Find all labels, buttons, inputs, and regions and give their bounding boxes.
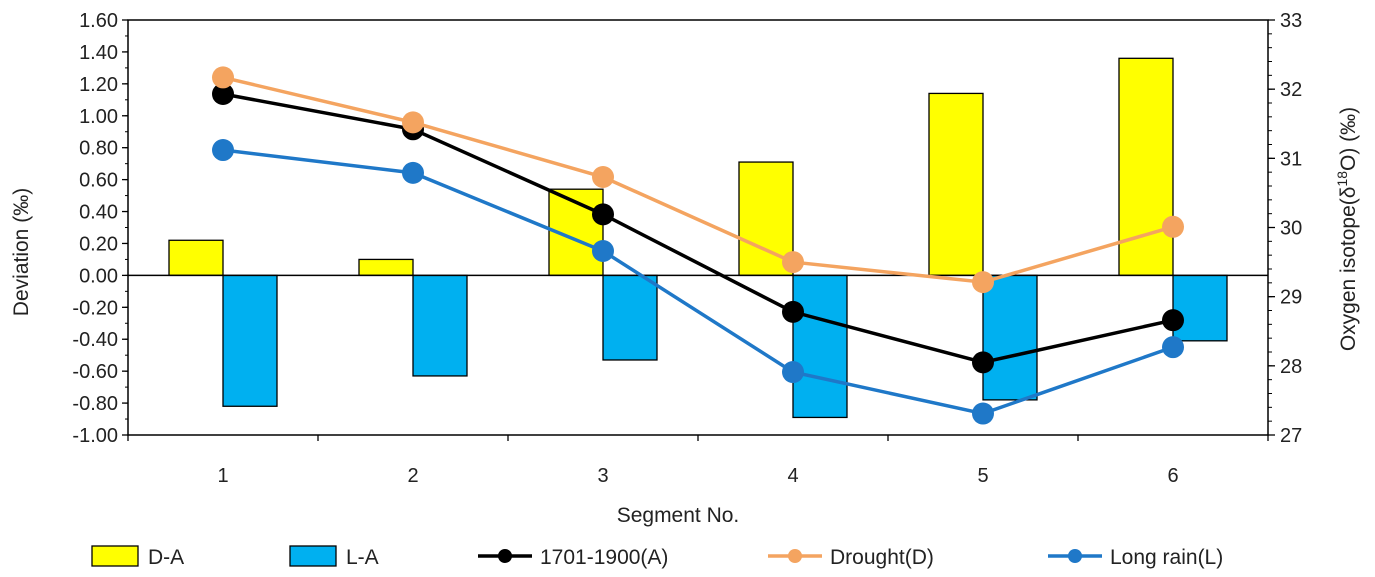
- left-tick-label: 1.40: [79, 42, 118, 64]
- point-long-rain-l--2: [402, 161, 424, 184]
- left-tick-label: -0.60: [72, 361, 118, 383]
- x-axis-title: Segment No.: [617, 504, 740, 527]
- left-tick-label: -0.80: [72, 393, 118, 415]
- point-1701-1900-a--5: [972, 351, 994, 374]
- point-long-rain-l--3: [592, 240, 614, 263]
- point-long-rain-l--6: [1162, 336, 1184, 359]
- left-tick-label: 0.60: [79, 170, 118, 192]
- right-axis-title-superscript: 18: [1334, 171, 1350, 187]
- point-drought-d--1: [212, 66, 234, 89]
- left-tick-label: -0.40: [72, 329, 118, 351]
- left-axis-title: Deviation (‰): [10, 188, 33, 316]
- axes-layer: -1.00 -0.80 -0.60 -0.40 -0.20 0.00 0.20 0.40 0.6…: [72, 10, 1302, 487]
- point-drought-d--2: [402, 111, 424, 134]
- left-tick-label: 1.20: [79, 74, 118, 96]
- bar-l-a-5: [982, 274, 1038, 401]
- left-tick-label: 0.00: [79, 265, 118, 287]
- x-tick-label: 4: [787, 465, 798, 487]
- right-axis-title-part-1: Oxygen isotope(δ: [1337, 187, 1360, 352]
- point-long-rain-l--1: [212, 139, 234, 162]
- bar-d-a-6: [1118, 57, 1174, 277]
- point-1701-1900-a--6: [1162, 309, 1184, 332]
- bar-d-a-2: [358, 258, 414, 277]
- legend: D-A L-A 1701-1900(A) Drought(D) Long rain(L): [91, 545, 1223, 569]
- right-axis-title-part-2: O) (‰): [1337, 107, 1360, 171]
- legend-swatch-l-a: [289, 545, 337, 567]
- bar-d-a-5: [928, 92, 984, 277]
- left-tick-label: 0.20: [79, 233, 118, 255]
- legend-marker-drought-d-: [788, 549, 802, 563]
- x-tick-label: 6: [1167, 465, 1178, 487]
- point-1701-1900-a--4: [782, 300, 804, 323]
- right-tick-label: 30: [1280, 218, 1302, 240]
- bar-l-a-6: [1172, 274, 1228, 342]
- bar-d-a-1: [168, 239, 224, 277]
- line-1701-1900-a-: [222, 92, 1174, 365]
- legend-label-1701-1900-a-: 1701-1900(A): [540, 546, 668, 569]
- x-tick-label: 5: [977, 465, 988, 487]
- left-tick-label: 1.00: [79, 106, 118, 128]
- legend-label-long-rain-l-: Long rain(L): [1110, 546, 1223, 569]
- point-drought-d--6: [1162, 215, 1184, 238]
- legend-marker-1701-1900-a-: [498, 549, 512, 563]
- right-tick-label: 27: [1280, 425, 1302, 447]
- bar-l-a-2: [412, 274, 468, 377]
- point-long-rain-l--4: [782, 361, 804, 384]
- bars-layer: [168, 57, 1228, 419]
- point-1701-1900-a--1: [212, 83, 234, 106]
- bar-l-a-4: [792, 274, 848, 419]
- x-tick-label: 3: [597, 465, 608, 487]
- legend-label-drought-d-: Drought(D): [830, 546, 934, 569]
- right-tick-label: 33: [1280, 10, 1302, 32]
- point-1701-1900-a--3: [592, 203, 614, 226]
- x-tick-label: 1: [217, 465, 228, 487]
- lines-layer: [212, 66, 1184, 425]
- legend-label-d-a: D-A: [148, 546, 184, 569]
- point-long-rain-l--5: [972, 402, 994, 425]
- left-tick-label: 0.40: [79, 202, 118, 224]
- point-drought-d--4: [782, 251, 804, 274]
- legend-swatch-d-a: [91, 545, 139, 567]
- right-tick-label: 32: [1280, 79, 1302, 101]
- left-tick-label: -0.20: [72, 297, 118, 319]
- right-tick-label: 28: [1280, 356, 1302, 378]
- line-drought-d-: [222, 75, 1174, 284]
- legend-label-l-a: L-A: [346, 546, 379, 569]
- right-tick-label: 29: [1280, 287, 1302, 309]
- left-tick-label: 0.80: [79, 138, 118, 160]
- bar-l-a-1: [222, 274, 278, 407]
- point-drought-d--5: [972, 271, 994, 294]
- left-tick-label: -1.00: [72, 425, 118, 447]
- x-tick-label: 2: [407, 465, 418, 487]
- legend-marker-long-rain-l-: [1068, 549, 1082, 563]
- right-axis-title: Oxygen isotope(δ18O) (‰): [1334, 107, 1360, 351]
- right-tick-label: 31: [1280, 148, 1302, 170]
- bar-l-a-3: [602, 274, 658, 361]
- point-drought-d--3: [592, 166, 614, 189]
- left-tick-label: 1.60: [79, 10, 118, 32]
- line-long-rain-l-: [222, 148, 1174, 416]
